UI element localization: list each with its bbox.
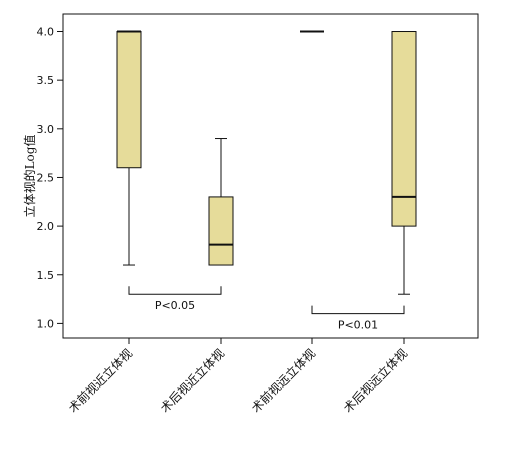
significance-annotations: P<0.05 P<0.01 [128,286,405,332]
y-tick-label: 1.5 [37,269,55,282]
y-tick-label: 2.0 [37,220,55,233]
x-tick-label: 术前视近立体视 [65,346,135,416]
y-tick-label: 3.5 [37,74,55,87]
boxes [116,30,417,295]
x-axis-ticks: 术前视近立体视 术后视近立体视 术前视远立体视 术后视远立体视 [65,338,410,416]
y-tick-label: 3.0 [37,123,55,136]
x-tick-label: 术前视远立体视 [248,346,318,416]
significance-label: P<0.01 [338,319,378,332]
y-axis-ticks: 1.0 1.5 2.0 2.5 3.0 3.5 4.0 [37,26,63,330]
box-2 [208,138,234,266]
significance-bracket [311,305,405,315]
y-tick-label: 1.0 [37,317,55,330]
x-tick-label: 术后视近立体视 [157,346,227,416]
significance-label: P<0.05 [155,299,195,312]
y-tick-label: 2.5 [37,171,55,184]
plot-frame [62,13,479,339]
significance-bracket [128,286,222,295]
box-body [116,31,142,169]
box-4 [391,31,417,295]
x-tick-label: 术后视远立体视 [340,346,410,416]
box-body [391,31,417,227]
box-1 [116,30,142,266]
box-body [208,196,234,266]
y-axis-label: 立体视的Log值 [22,135,37,218]
y-tick-label: 4.0 [37,26,55,39]
